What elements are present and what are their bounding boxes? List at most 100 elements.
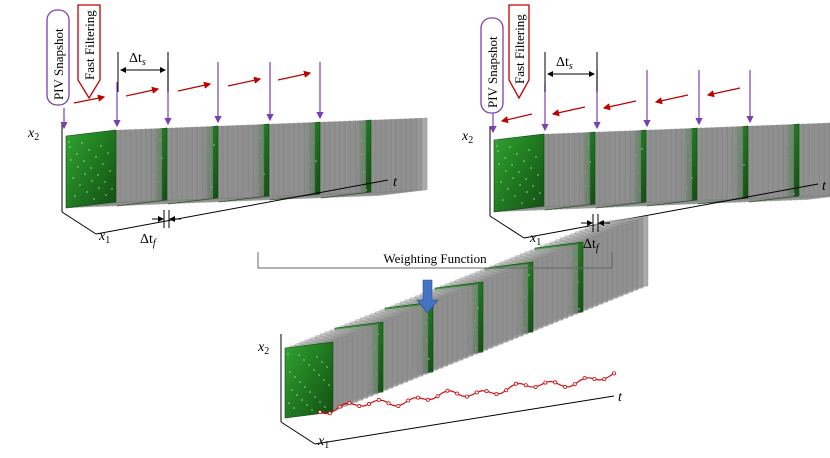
particle-dot: [84, 173, 86, 175]
trajectory-point: [553, 380, 558, 385]
trajectory-point: [514, 381, 519, 386]
trajectory-point: [484, 389, 489, 394]
forward-filter-arrow: [277, 70, 312, 81]
particle-dot: [109, 170, 111, 172]
particle-dot: [497, 150, 499, 152]
particle-dot: [500, 181, 502, 183]
particle-dot: [530, 167, 532, 169]
particle-dot: [316, 356, 318, 358]
axis-x2-label-right: x2: [461, 129, 473, 146]
trajectory-point: [376, 397, 381, 402]
panel-combined-result: [280, 215, 649, 445]
forward-filter-arrow: [125, 86, 160, 97]
trajectory-point: [504, 388, 509, 393]
trajectory-point: [337, 404, 342, 409]
particle-dot: [539, 192, 541, 194]
particle-dot: [102, 163, 104, 165]
particle-dot: [86, 191, 88, 193]
axis-x1-label-left: x1: [98, 229, 110, 246]
svg-text:Fast Filtering: Fast Filtering: [512, 14, 527, 84]
particle-dot: [532, 185, 534, 187]
trajectory-point: [425, 397, 430, 402]
trajectory-point: [406, 398, 411, 403]
particle-dot: [518, 171, 520, 173]
particle-dot: [298, 354, 300, 356]
axis-x1-label-bottom: x1: [317, 434, 329, 451]
piv-snapshot-plate: [65, 129, 117, 209]
trajectory-point: [523, 383, 528, 388]
trajectory-point: [612, 371, 617, 376]
particle-dot: [319, 401, 321, 403]
trajectory-point: [357, 404, 362, 409]
svg-text:Δts: Δts: [556, 55, 573, 72]
delta-ts-right: Δts: [544, 52, 598, 92]
trajectory-point: [455, 391, 460, 396]
particle-dot: [516, 153, 518, 155]
particle-dot: [107, 152, 109, 154]
particle-dot: [311, 409, 313, 411]
particle-dot: [535, 156, 537, 158]
particle-dot: [72, 177, 74, 179]
particle-dot: [68, 141, 70, 143]
particle-dot: [104, 181, 106, 183]
trajectory-point: [386, 401, 391, 406]
trajectory-point: [582, 376, 587, 381]
axis-x2-label-bottom: x2: [257, 340, 269, 357]
particle-dot: [505, 170, 507, 172]
axis-t: [95, 179, 389, 235]
axis-x1: [489, 215, 525, 239]
particle-dot: [308, 364, 310, 366]
backward-filter-arrow: [551, 106, 586, 117]
particle-dot: [301, 399, 303, 401]
trajectory-point: [366, 402, 371, 407]
trajectory-point: [533, 384, 538, 389]
particle-dot: [428, 358, 430, 360]
particle-dot: [315, 160, 317, 162]
piv-snapshot-label-left: PIV Snapshot: [46, 9, 70, 106]
panel-backward-filtering: [489, 70, 830, 239]
particle-dot: [88, 149, 90, 151]
forward-filter-arrow: [177, 81, 212, 92]
particle-dot: [98, 187, 100, 189]
particle-dot: [314, 396, 316, 398]
particle-dot: [328, 384, 330, 386]
svg-text:Δtf: Δtf: [140, 232, 157, 249]
delta-tf-right: Δtf: [581, 214, 610, 254]
particle-dot: [105, 194, 107, 196]
particle-dot: [95, 156, 97, 158]
particle-dot: [79, 184, 81, 186]
piv-snapshot-plate: [493, 133, 545, 213]
fast-filtering-label-left: Fast Filtering: [77, 4, 101, 100]
particle-dot: [91, 180, 93, 182]
delta-ts-left: Δts: [117, 51, 169, 92]
axis-t: [314, 395, 615, 445]
particle-dot: [537, 174, 539, 176]
trajectory-point: [396, 403, 401, 408]
particle-dot: [496, 145, 498, 147]
particle-dot: [303, 359, 305, 361]
particle-dot: [287, 353, 289, 355]
particle-dot: [523, 160, 525, 162]
particle-dot: [100, 145, 102, 147]
trajectory-point: [592, 377, 597, 382]
svg-text:PIV Snapshot: PIV Snapshot: [51, 28, 66, 100]
weighting-function-bracket: Weighting Function: [257, 251, 613, 269]
particle-dot: [326, 366, 328, 368]
particle-dot: [213, 144, 215, 146]
axis-t-label-right: t: [822, 179, 827, 194]
axis-t-label-left: t: [393, 175, 398, 190]
particle-dot: [309, 391, 311, 393]
svg-text:Weighting Function: Weighting Function: [383, 251, 487, 266]
particle-dot: [111, 188, 113, 190]
particle-dot: [304, 386, 306, 388]
particle-dot: [641, 148, 643, 150]
particle-dot: [97, 174, 99, 176]
particle-dot: [93, 198, 95, 200]
piv-snapshot-label-right: PIV Snapshot: [480, 17, 504, 114]
particle-dot: [521, 202, 523, 204]
axis-t: [523, 183, 819, 239]
trajectory-point: [317, 409, 322, 414]
trajectory-point: [602, 377, 607, 382]
particle-dot: [90, 167, 92, 169]
